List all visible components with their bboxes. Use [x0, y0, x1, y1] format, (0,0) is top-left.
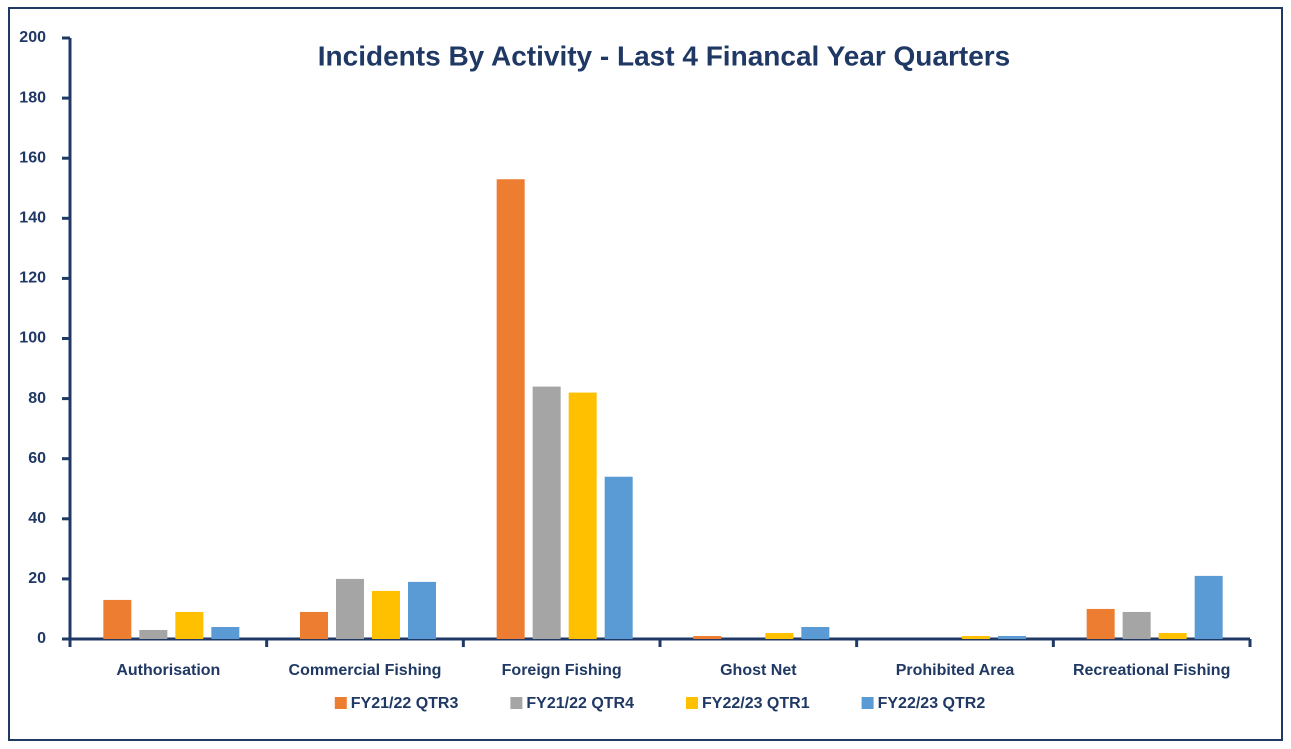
- legend-swatch: [861, 697, 874, 709]
- bar: [604, 476, 633, 639]
- bar: [801, 626, 830, 639]
- legend-swatch: [510, 697, 523, 709]
- bar: [568, 392, 597, 639]
- chart-title: Incidents By Activity - Last 4 Financal …: [318, 40, 1010, 71]
- chart-border: [8, 7, 1283, 741]
- y-tick-label: 160: [19, 149, 46, 166]
- legend-label: FY21/22 QTR4: [526, 695, 634, 712]
- bar: [1086, 608, 1115, 639]
- bar: [998, 635, 1026, 639]
- bar: [1122, 611, 1151, 639]
- bar: [103, 599, 132, 639]
- y-tick-label: 0: [37, 630, 46, 647]
- y-tick-label: 100: [19, 330, 46, 347]
- bar: [300, 611, 328, 639]
- y-tick-label: 20: [28, 570, 46, 587]
- bar: [372, 590, 400, 639]
- y-tick-label: 80: [28, 390, 46, 407]
- bar: [693, 635, 722, 639]
- x-tick-label: Prohibited Area: [896, 662, 1015, 679]
- x-tick-label: Ghost Net: [720, 662, 797, 679]
- bar: [336, 578, 364, 639]
- bar: [211, 626, 240, 639]
- bar: [496, 179, 525, 640]
- x-tick-label: Foreign Fishing: [502, 662, 622, 679]
- legend-label: FY22/23 QTR1: [702, 695, 810, 712]
- bar: [962, 635, 990, 639]
- legend-swatch: [334, 697, 347, 709]
- legend-swatch: [686, 697, 698, 709]
- y-tick-label: 60: [28, 450, 46, 467]
- bar: [139, 629, 168, 639]
- x-tick-label: Recreational Fishing: [1073, 662, 1230, 679]
- bar: [1194, 575, 1223, 639]
- bar: [532, 386, 561, 639]
- x-tick-label: Authorisation: [116, 662, 220, 679]
- y-tick-label: 120: [19, 270, 46, 287]
- y-tick-label: 40: [28, 510, 46, 527]
- x-tick-label: Commercial Fishing: [289, 662, 442, 679]
- y-tick-label: 200: [19, 29, 46, 46]
- legend-label: FY21/22 QTR3: [351, 695, 459, 712]
- bar: [765, 632, 794, 639]
- bar: [175, 611, 204, 639]
- bar: [1158, 632, 1187, 639]
- y-tick-label: 140: [19, 210, 46, 227]
- bar: [408, 581, 436, 639]
- y-tick-label: 180: [19, 89, 46, 106]
- legend-label: FY22/23 QTR2: [878, 695, 986, 712]
